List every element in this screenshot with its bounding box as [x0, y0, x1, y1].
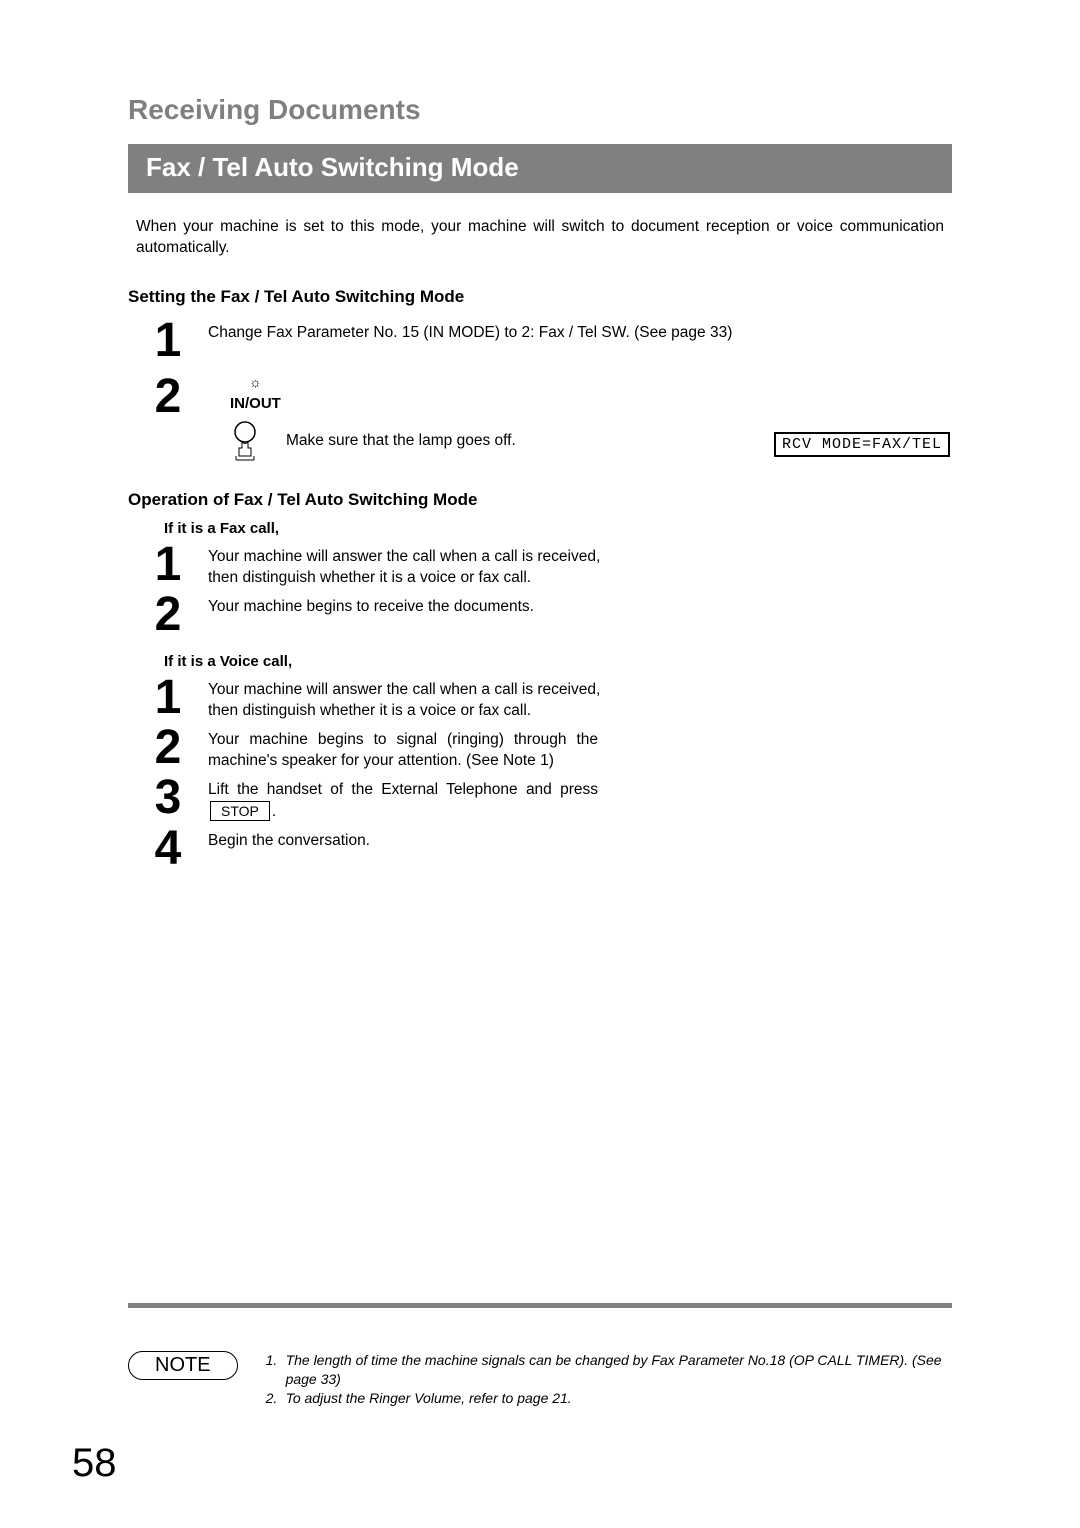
section-header-bar: Fax / Tel Auto Switching Mode [128, 144, 952, 193]
step-text: Your machine begins to signal (ringing) … [208, 724, 598, 772]
step-text: Your machine will answer the call when a… [208, 674, 628, 722]
fax-case-label: If it is a Fax call, [164, 520, 952, 537]
step-number: 1 [128, 317, 208, 365]
bottom-rule [128, 1303, 952, 1308]
step-number: 2 [128, 591, 208, 639]
fax-step-1: 1 Your machine will answer the call when… [128, 541, 952, 589]
step-number: 1 [128, 674, 208, 722]
voice-step-1: 1 Your machine will answer the call when… [128, 674, 952, 722]
operation-heading: Operation of Fax / Tel Auto Switching Mo… [128, 490, 952, 510]
page-number: 58 [72, 1441, 117, 1486]
lamp-icon [230, 420, 260, 462]
voice-step-4: 4 Begin the conversation. [128, 825, 952, 873]
voice-case-label: If it is a Voice call, [164, 653, 952, 670]
setting-heading: Setting the Fax / Tel Auto Switching Mod… [128, 287, 952, 307]
step3-text-a: Lift the handset of the External Telepho… [208, 781, 598, 798]
step-number: 3 [128, 774, 208, 822]
fax-step-2: 2 Your machine begins to receive the doc… [128, 591, 952, 639]
step-text: Change Fax Parameter No. 15 (IN MODE) to… [208, 317, 952, 344]
note-item-2: 2. To adjust the Ringer Volume, refer to… [266, 1389, 952, 1408]
step-number: 2 [128, 724, 208, 772]
lcd-display: RCV MODE=FAX/TEL [774, 432, 950, 457]
sun-icon: ☼ [249, 373, 262, 392]
stop-key: STOP [210, 801, 270, 821]
step-text: Your machine will answer the call when a… [208, 541, 628, 589]
note-text: The length of time the machine signals c… [286, 1351, 952, 1389]
step-number: 4 [128, 825, 208, 873]
step-text: Your machine begins to receive the docum… [208, 591, 628, 618]
note-number: 2. [266, 1389, 286, 1408]
lamp-text: Make sure that the lamp goes off. [286, 431, 516, 452]
voice-step-2: 2 Your machine begins to signal (ringing… [128, 724, 952, 772]
step-text: Begin the conversation. [208, 825, 628, 852]
intro-paragraph: When your machine is set to this mode, y… [136, 217, 944, 259]
note-text: To adjust the Ringer Volume, refer to pa… [286, 1389, 572, 1408]
note-label: NOTE [128, 1351, 238, 1380]
step-number: 1 [128, 541, 208, 589]
page-title: Receiving Documents [128, 94, 952, 126]
voice-step-3: 3 Lift the handset of the External Telep… [128, 774, 952, 823]
step-number: 2 [128, 373, 208, 421]
step-text: Lift the handset of the External Telepho… [208, 774, 598, 823]
note-list: 1. The length of time the machine signal… [266, 1351, 952, 1408]
note-number: 1. [266, 1351, 286, 1389]
note-area: NOTE 1. The length of time the machine s… [128, 1351, 952, 1408]
note-item-1: 1. The length of time the machine signal… [266, 1351, 952, 1389]
setting-step-1: 1 Change Fax Parameter No. 15 (IN MODE) … [128, 317, 952, 365]
inout-label: IN/OUT [230, 394, 281, 414]
step3-text-b: . [272, 803, 276, 820]
